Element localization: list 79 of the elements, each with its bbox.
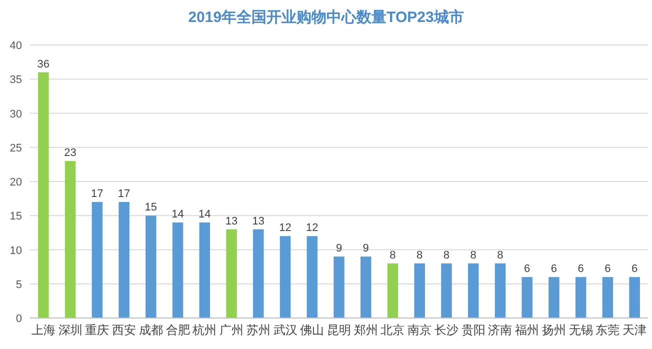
bar bbox=[334, 256, 344, 318]
x-tick-label: 福州 bbox=[515, 323, 540, 337]
y-tick-label: 30 bbox=[10, 108, 22, 120]
data-label: 6 bbox=[550, 263, 558, 276]
x-tick-label: 广州 bbox=[220, 323, 244, 337]
data-label: 17 bbox=[118, 188, 130, 200]
x-tick-label: 杭州 bbox=[192, 323, 217, 337]
bar bbox=[494, 263, 506, 318]
x-tick-label: 天津 bbox=[622, 323, 647, 337]
data-label: 6 bbox=[524, 263, 530, 276]
bar bbox=[575, 277, 586, 318]
bar bbox=[306, 236, 318, 318]
bar bbox=[441, 263, 452, 318]
bar bbox=[38, 72, 49, 318]
bar bbox=[280, 236, 291, 318]
data-label: 12 bbox=[279, 222, 292, 234]
bar bbox=[146, 216, 156, 318]
bar bbox=[199, 222, 210, 318]
x-tick-label: 无锡 bbox=[568, 323, 593, 337]
y-tick-label: 25 bbox=[10, 142, 22, 154]
data-label: 8 bbox=[443, 249, 450, 262]
bar bbox=[226, 229, 237, 318]
data-label: 36 bbox=[37, 58, 50, 70]
x-tick-label: 北京 bbox=[380, 323, 405, 337]
x-tick-label: 贵阳 bbox=[461, 323, 486, 337]
bar bbox=[548, 277, 560, 318]
data-label: 8 bbox=[497, 249, 504, 262]
x-tick-label: 合肥 bbox=[166, 323, 190, 337]
y-tick-label: 20 bbox=[10, 176, 22, 188]
x-tick-label: 南京 bbox=[408, 323, 432, 337]
x-tick-label: 深圳 bbox=[58, 323, 82, 337]
bar bbox=[602, 277, 614, 318]
data-label: 15 bbox=[144, 202, 158, 214]
x-tick-label: 苏州 bbox=[246, 323, 270, 337]
y-tick-label: 0 bbox=[16, 313, 22, 325]
data-label: 6 bbox=[604, 263, 611, 276]
x-tick-label: 重庆 bbox=[85, 323, 110, 337]
bar bbox=[64, 161, 76, 318]
data-label: 14 bbox=[198, 208, 211, 220]
y-tick-label: 15 bbox=[10, 210, 22, 223]
data-label: 17 bbox=[91, 188, 104, 200]
x-tick-label: 昆明 bbox=[327, 323, 351, 337]
x-tick-label: 上海 bbox=[31, 323, 56, 337]
bar bbox=[118, 202, 130, 318]
data-label: 9 bbox=[336, 242, 342, 255]
x-tick-label: 佛山 bbox=[300, 323, 324, 337]
x-tick-label: 扬州 bbox=[542, 323, 566, 337]
chart-title: 2019年全国开业购物中心数量TOP23城市 bbox=[188, 8, 464, 26]
y-tick-label: 35 bbox=[10, 74, 22, 86]
data-label: 13 bbox=[225, 215, 238, 228]
y-tick-label: 40 bbox=[10, 40, 22, 52]
x-tick-label: 武汉 bbox=[273, 323, 298, 337]
data-label: 8 bbox=[390, 249, 396, 262]
bar bbox=[629, 277, 640, 318]
data-label: 6 bbox=[632, 263, 638, 276]
x-tick-label: 东莞 bbox=[596, 323, 620, 337]
data-label: 13 bbox=[252, 215, 265, 228]
data-label: 12 bbox=[306, 222, 318, 234]
bar bbox=[253, 229, 264, 318]
bar bbox=[522, 277, 532, 318]
bar bbox=[414, 263, 425, 318]
data-label: 9 bbox=[362, 242, 369, 255]
x-tick-label: 成都 bbox=[138, 323, 163, 337]
y-tick-label: 5 bbox=[16, 278, 22, 291]
bar bbox=[92, 202, 103, 318]
x-tick-label: 西安 bbox=[112, 323, 136, 337]
x-tick-label: 长沙 bbox=[434, 323, 458, 337]
x-tick-label: 济南 bbox=[488, 323, 512, 337]
data-label: 14 bbox=[172, 208, 184, 220]
bar bbox=[172, 222, 184, 318]
x-tick-label: 郑州 bbox=[354, 323, 378, 337]
data-label: 6 bbox=[578, 263, 584, 276]
data-label: 23 bbox=[64, 147, 76, 160]
data-label: 8 bbox=[416, 249, 423, 262]
y-tick-label: 10 bbox=[10, 244, 22, 257]
bar bbox=[360, 256, 372, 318]
data-label: 8 bbox=[470, 249, 476, 262]
bar bbox=[468, 263, 479, 318]
bar bbox=[387, 263, 398, 318]
